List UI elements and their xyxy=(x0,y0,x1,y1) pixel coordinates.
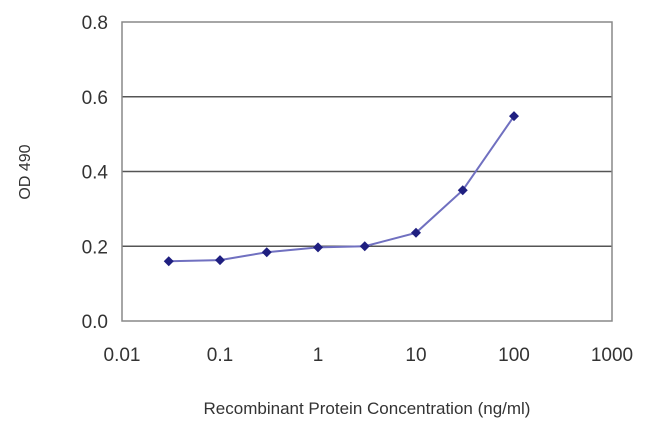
x-tick-label: 100 xyxy=(498,345,530,366)
data-point xyxy=(261,247,272,258)
x-tick-labels: 0.01 0.1 1 10 100 1000 xyxy=(104,345,634,366)
plot-area xyxy=(121,21,613,322)
gridlines xyxy=(122,96,612,247)
x-axis-label: Recombinant Protein Concentration (ng/ml… xyxy=(204,399,531,418)
y-tick-label: 0.8 xyxy=(82,13,108,34)
data-point xyxy=(163,256,174,267)
y-tick-label: 0.6 xyxy=(82,88,108,109)
y-tick-labels: 0.0 0.2 0.4 0.6 0.8 xyxy=(82,13,109,333)
data-point xyxy=(215,255,225,266)
x-tick-label: 0.01 xyxy=(104,345,141,366)
x-tick-label: 0.1 xyxy=(207,345,233,366)
series xyxy=(163,111,519,267)
x-tick-label: 1 xyxy=(313,345,324,366)
y-axis-label: OD 490 xyxy=(17,144,34,199)
data-point xyxy=(411,227,421,238)
data-point xyxy=(457,185,468,196)
series-line xyxy=(168,115,515,263)
y-tick-label: 0.2 xyxy=(82,237,108,258)
y-tick-label: 0.0 xyxy=(82,312,108,333)
data-point xyxy=(359,241,370,252)
data-point xyxy=(509,111,519,122)
data-point xyxy=(313,242,323,253)
x-tick-label: 10 xyxy=(405,345,426,366)
y-tick-label: 0.4 xyxy=(82,163,109,184)
x-tick-label: 1000 xyxy=(591,345,633,366)
